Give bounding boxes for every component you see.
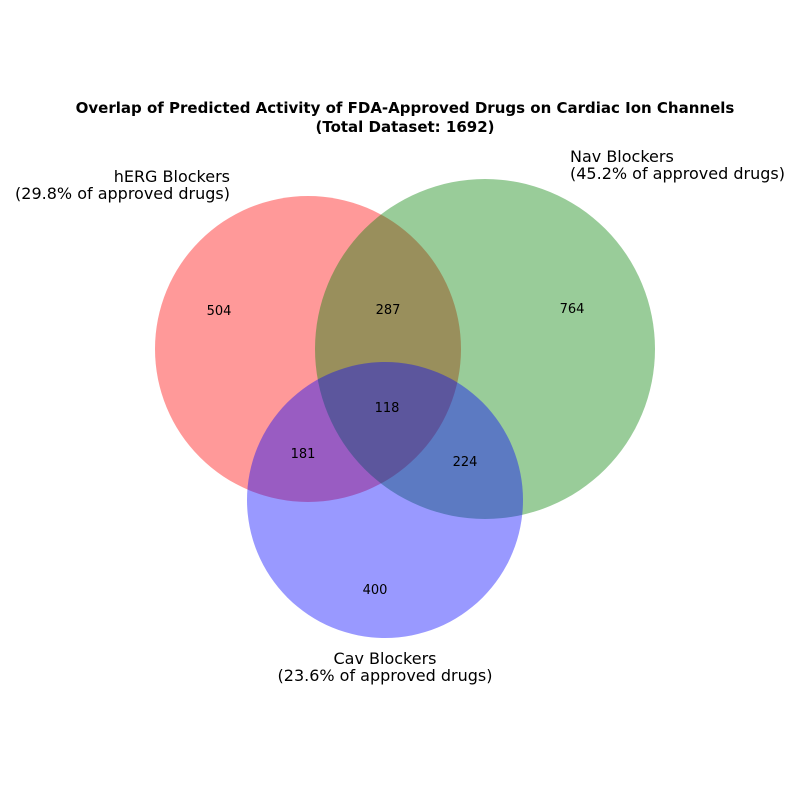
count-herg-cav: 181 <box>291 447 316 462</box>
herg-label: hERG Blockers <box>114 167 230 186</box>
count-herg-only: 504 <box>207 304 232 319</box>
count-nav-cav: 224 <box>453 455 478 470</box>
count-herg-nav: 287 <box>376 303 401 318</box>
count-cav-only: 400 <box>363 583 388 598</box>
diagram-title-line1: Overlap of Predicted Activity of FDA-App… <box>76 99 735 117</box>
cav-circle <box>247 362 523 638</box>
nav-label: Nav Blockers <box>570 147 674 166</box>
count-all-three: 118 <box>375 401 400 416</box>
herg-circle <box>155 196 461 502</box>
cav-percent: (23.6% of approved drugs) <box>278 666 493 685</box>
count-nav-only: 764 <box>560 302 585 317</box>
diagram-title-line2: (Total Dataset: 1692) <box>315 118 494 136</box>
cav-label: Cav Blockers <box>334 649 437 668</box>
nav-circle <box>315 179 655 519</box>
herg-percent: (29.8% of approved drugs) <box>15 184 230 203</box>
nav-percent: (45.2% of approved drugs) <box>570 164 785 183</box>
